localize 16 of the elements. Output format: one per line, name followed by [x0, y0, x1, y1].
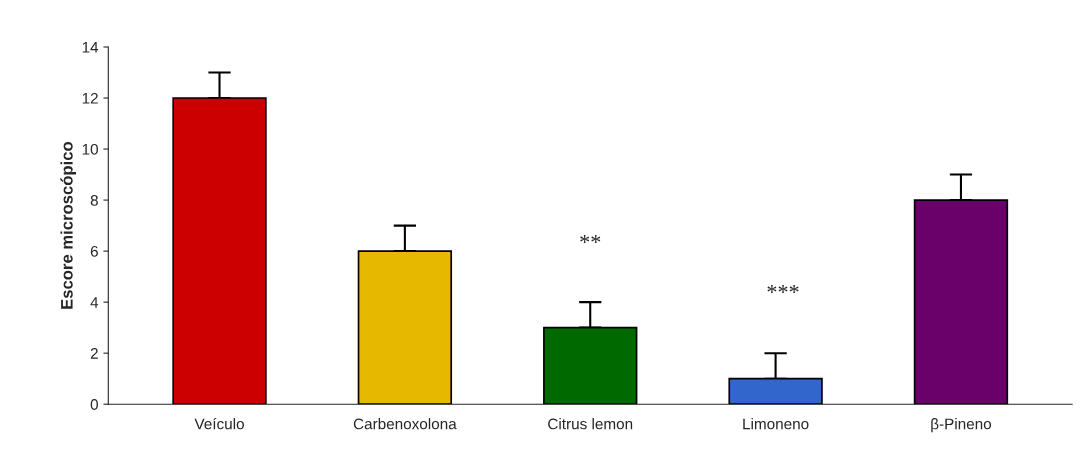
y-axis-title: Escore microscópico	[60, 141, 77, 309]
x-tick-label: β-Pineno	[931, 418, 992, 433]
y-tick-label: 0	[90, 399, 98, 410]
y-tick-label: 12	[82, 92, 98, 104]
y-tick-label: 8	[90, 194, 98, 206]
x-tick-label: Limoneno	[743, 418, 809, 430]
annotation: ***	[767, 284, 799, 294]
y-tick-label: 10	[82, 143, 98, 155]
annotation: **	[580, 234, 601, 244]
y-tick-label: 4	[90, 297, 99, 308]
x-tick-label: Carbenoxolona	[353, 418, 457, 430]
y-tick-label: 6	[90, 245, 98, 257]
y-tick-label: 14	[82, 42, 99, 53]
x-tick-label: Veículo	[194, 417, 244, 430]
y-tick-label: 2	[90, 348, 98, 359]
x-tick-label: Citrus lemon	[548, 418, 633, 430]
